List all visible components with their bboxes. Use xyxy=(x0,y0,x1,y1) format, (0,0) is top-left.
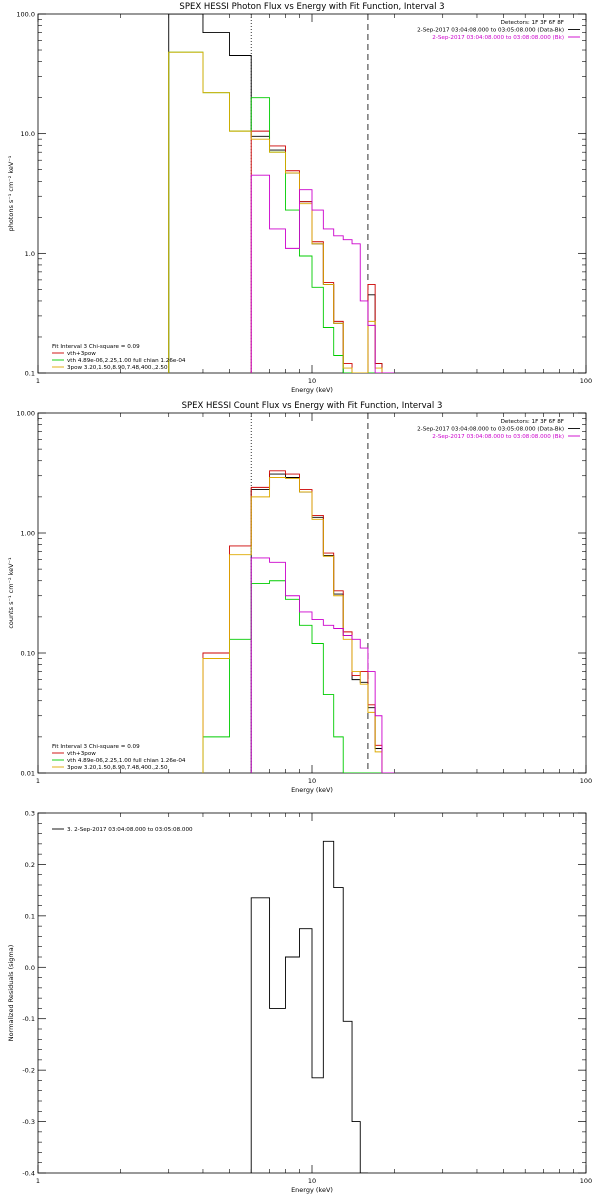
legend-line: vth+3pow xyxy=(67,751,96,757)
y-tick-label: 10.00 xyxy=(16,410,35,418)
count-flux-panel: 1 10 100 0.01 0.10 1.00 10.00 SPEX HESSI Count … xyxy=(7,401,592,794)
legend-line: vth 4.89e-06,2.25,1.00 full chian 1.26e-… xyxy=(67,758,186,764)
x-tick-label: 1 xyxy=(36,1177,40,1185)
series-group xyxy=(250,840,368,1173)
header-line: 2-Sep-2017 03:04:08.000 to 03:08:08.000 … xyxy=(432,434,564,440)
y-tick-label: 0.1 xyxy=(25,912,35,920)
x-tick-label: 1 xyxy=(36,777,40,785)
x-tick-label: 100 xyxy=(580,1177,592,1185)
y-tick-label: 0.01 xyxy=(21,770,35,778)
series-1-histogram xyxy=(202,470,395,773)
legend-line: 3. 2-Sep-2017 03:04:08.000 to 03:05:08.0… xyxy=(67,827,193,833)
y-tick-label: 0.0 xyxy=(25,964,35,972)
y-tick-label: 0.1 xyxy=(25,370,35,378)
series-3-histogram xyxy=(202,477,395,773)
residuals-panel: 1 10 100 -0.4 -0.3 -0.2 -0.1 0.0 0.1 0.2 0.3 Energy… xyxy=(7,810,592,1195)
header-line: 2-Sep-2017 03:04:08.000 to 03:05:08.000 … xyxy=(417,28,564,34)
legend-line: vth 4.89e-06,2.25,1.00 full chian 1.26e-… xyxy=(67,358,186,364)
y-tick-label: 0.10 xyxy=(21,650,35,658)
x-tick-label: 10 xyxy=(308,1177,316,1185)
y-tick-label: -0.2 xyxy=(22,1067,35,1075)
series-group xyxy=(202,470,395,773)
x-axis-label: Energy (keV) xyxy=(291,786,333,794)
legend-line: Fit Interval 3 Chi-square = 0.09 xyxy=(52,344,140,350)
y-axis-label: photons s⁻¹ cm⁻² keV⁻¹ xyxy=(7,155,15,231)
y-tick-label: 1.0 xyxy=(25,250,35,258)
header-line: 2-Sep-2017 03:04:08.000 to 03:08:08.000 … xyxy=(432,35,564,41)
y-tick-label: 10.0 xyxy=(21,130,35,138)
header-line: Detectors: 1F 3F 6F 8F xyxy=(501,419,564,425)
y-tick-label: 0.2 xyxy=(25,861,35,869)
series-3-histogram xyxy=(168,51,395,373)
x-axis-label: Energy (keV) xyxy=(291,386,333,394)
series-4-histogram xyxy=(250,557,395,773)
photon-flux-panel: 1 10 100 0.1 1.0 10.0 100.0 SPEX HESSI Photon F… xyxy=(7,2,592,394)
x-axis-label: Energy (keV) xyxy=(291,1186,333,1194)
y-axis-label: counts s⁻¹ cm⁻² keV⁻¹ xyxy=(7,557,15,629)
x-tick-label: 100 xyxy=(580,777,592,785)
x-tick-label: 100 xyxy=(580,377,592,385)
series-1-histogram xyxy=(250,130,395,373)
chart-title: SPEX HESSI Photon Flux vs Energy with Fi… xyxy=(179,2,444,12)
header-line: Detectors: 1F 3F 6F 8F xyxy=(501,20,564,26)
series-4-histogram xyxy=(250,174,395,373)
series-0-histogram xyxy=(250,840,368,1173)
chart-title: SPEX HESSI Count Flux vs Energy with Fit… xyxy=(182,401,443,411)
header-line: 2-Sep-2017 03:04:08.000 to 03:05:08.000 … xyxy=(417,427,564,433)
y-tick-label: 100.0 xyxy=(16,11,35,19)
plot-frame xyxy=(37,412,587,774)
y-tick-label: 1.00 xyxy=(21,530,35,538)
x-tick-label: 1 xyxy=(36,377,40,385)
series-group xyxy=(168,14,395,373)
series-2-histogram xyxy=(168,51,395,373)
y-tick-label: -0.1 xyxy=(22,1015,35,1023)
x-tick-label: 10 xyxy=(308,777,316,785)
legend-line: 3pow 3.20,1.50,8.90,7.48,400.,2.50 xyxy=(67,365,168,371)
legend-line: vth+3pow xyxy=(67,351,96,357)
legend-line: Fit Interval 3 Chi-square = 0.09 xyxy=(52,744,140,750)
y-tick-label: -0.3 xyxy=(22,1118,35,1126)
y-tick-label: -0.4 xyxy=(22,1170,35,1178)
x-tick-label: 10 xyxy=(308,377,316,385)
series-2-histogram xyxy=(202,580,395,773)
legend-line: 3pow 3.20,1.50,8.90,7.48,400.,2.50 xyxy=(67,765,168,771)
y-tick-label: 0.3 xyxy=(25,810,35,818)
y-axis-label: Normalized Residuals (sigma) xyxy=(7,945,15,1042)
